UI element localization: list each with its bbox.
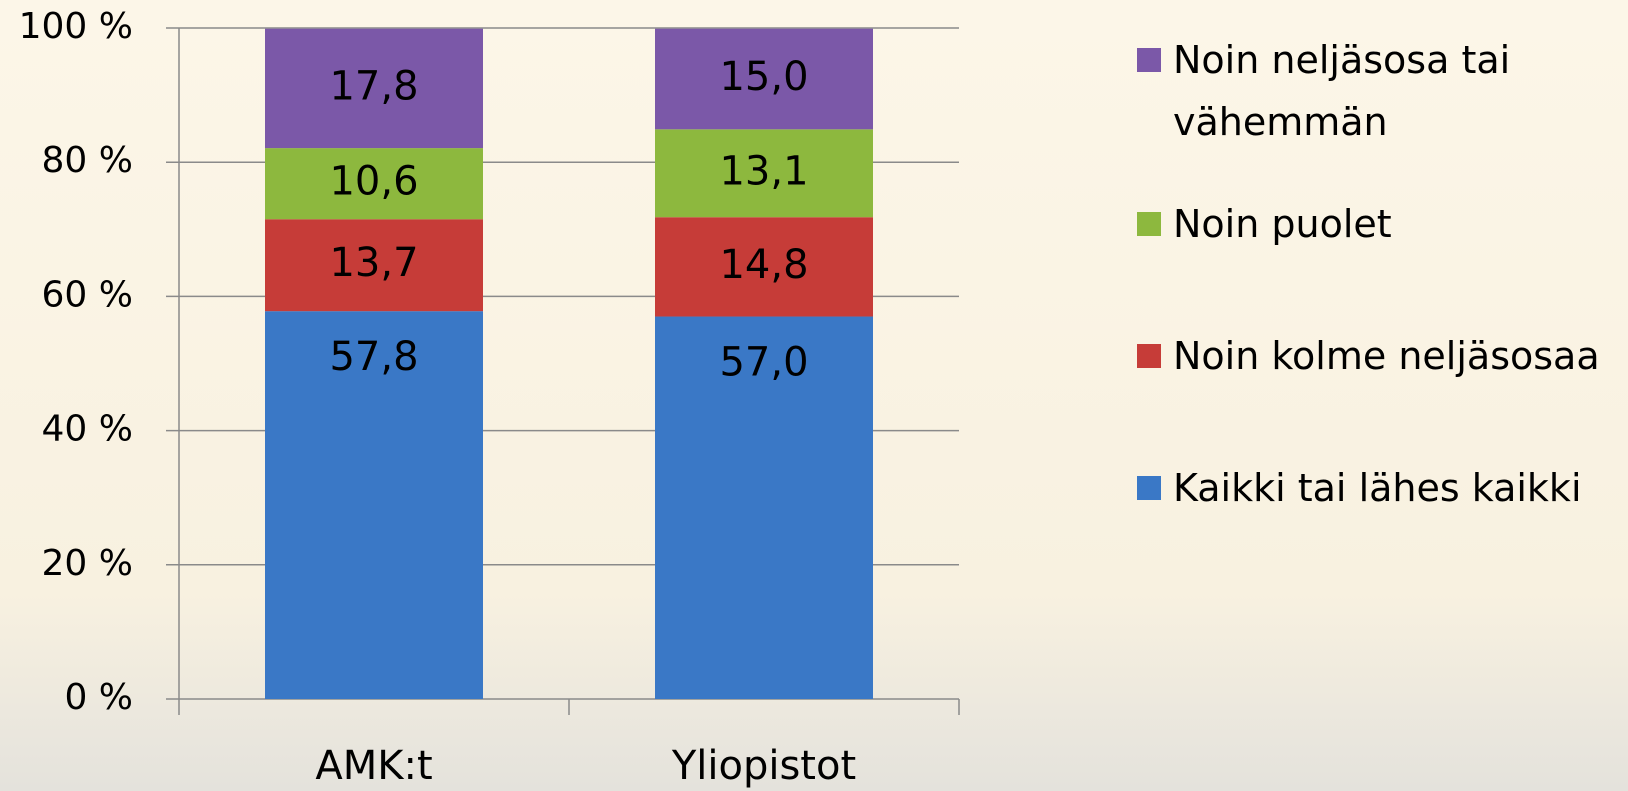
y-tick-label: 20 % — [42, 543, 133, 584]
legend-item: Noin neljäsosa tai vähemmän — [1137, 29, 1617, 153]
legend-swatch — [1137, 344, 1161, 368]
y-tick-label: 80 % — [42, 140, 133, 181]
legend-label: Noin neljäsosa tai vähemmän — [1173, 38, 1511, 144]
data-label: 14,8 — [719, 242, 808, 288]
legend-item: Noin puolet — [1137, 193, 1617, 255]
y-tick-label: 40 % — [42, 409, 133, 450]
bar-segment — [655, 28, 873, 130]
legend-label: Noin puolet — [1173, 202, 1392, 246]
data-label: 15,0 — [719, 54, 808, 100]
legend-item: Kaikki tai lähes kaikki — [1137, 457, 1617, 519]
y-tick-label: 60 % — [42, 274, 133, 315]
legend-swatch — [1137, 476, 1161, 500]
x-tick-label: Yliopistot — [671, 743, 856, 789]
data-label: 10,6 — [329, 159, 418, 205]
bar-segment — [265, 219, 483, 312]
data-label: 57,0 — [719, 340, 808, 386]
legend-swatch — [1137, 48, 1161, 72]
bar-segment — [655, 217, 873, 317]
legend-label: Kaikki tai lähes kaikki — [1173, 466, 1582, 510]
bar-segment — [655, 316, 873, 699]
data-label: 17,8 — [329, 63, 418, 109]
legend-item: Noin kolme neljäsosaa — [1137, 325, 1617, 387]
x-tick-label: AMK:t — [315, 743, 432, 789]
bar-segment — [265, 28, 483, 149]
data-label: 13,1 — [719, 148, 808, 194]
data-label: 13,7 — [329, 240, 418, 286]
bar-segment — [265, 148, 483, 220]
legend-label: Noin kolme neljäsosaa — [1173, 334, 1600, 378]
legend-swatch — [1137, 212, 1161, 236]
data-label: 57,8 — [329, 334, 418, 380]
y-tick-label: 100 % — [19, 6, 133, 47]
y-tick-label: 0 % — [64, 677, 133, 718]
bar-segment — [655, 129, 873, 218]
bar-segment — [265, 311, 483, 699]
